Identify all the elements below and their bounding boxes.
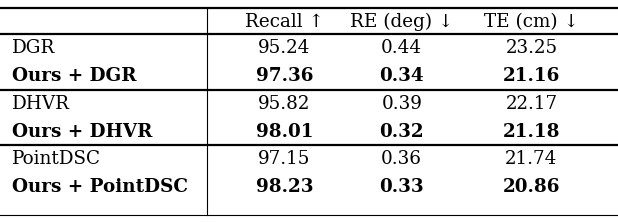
Text: 0.44: 0.44 [381, 39, 422, 57]
Text: Ours + PointDSC: Ours + PointDSC [12, 178, 188, 196]
Text: PointDSC: PointDSC [12, 150, 101, 168]
Text: 23.25: 23.25 [506, 39, 557, 57]
Text: 22.17: 22.17 [506, 95, 557, 113]
Text: 98.01: 98.01 [255, 123, 313, 141]
Text: 0.39: 0.39 [381, 95, 422, 113]
Text: DHVR: DHVR [12, 95, 70, 113]
Text: 21.18: 21.18 [502, 123, 561, 141]
Text: Recall ↑: Recall ↑ [245, 13, 324, 31]
Text: 0.36: 0.36 [381, 150, 422, 168]
Text: 95.82: 95.82 [258, 95, 310, 113]
Text: 97.36: 97.36 [255, 67, 313, 85]
Text: DGR: DGR [12, 39, 56, 57]
Text: Ours + DGR: Ours + DGR [12, 67, 137, 85]
Text: 21.16: 21.16 [503, 67, 560, 85]
Text: 21.74: 21.74 [506, 150, 557, 168]
Text: 0.33: 0.33 [379, 178, 424, 196]
Text: 20.86: 20.86 [502, 178, 561, 196]
Text: 97.15: 97.15 [258, 150, 310, 168]
Text: 0.32: 0.32 [379, 123, 424, 141]
Text: RE (deg) ↓: RE (deg) ↓ [350, 13, 454, 31]
Text: 98.23: 98.23 [255, 178, 313, 196]
Text: 95.24: 95.24 [258, 39, 310, 57]
Text: TE (cm) ↓: TE (cm) ↓ [484, 13, 579, 31]
Text: Ours + DHVR: Ours + DHVR [12, 123, 153, 141]
Text: 0.34: 0.34 [379, 67, 424, 85]
